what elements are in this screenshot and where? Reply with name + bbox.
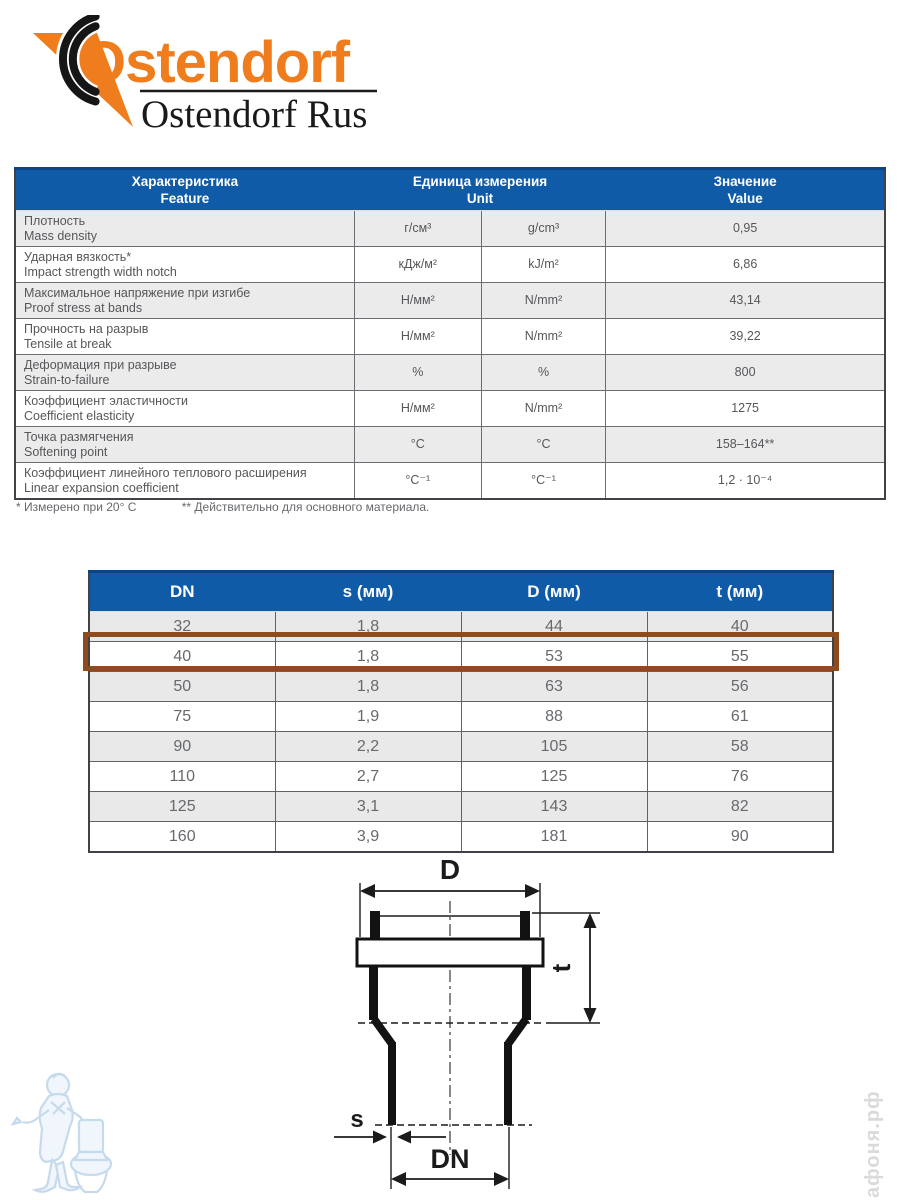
footnotes: * Измерено при 20° C ** Действительно дл… [16, 500, 471, 514]
feature-cell: Коэффициент линейного теплового расширен… [14, 462, 355, 500]
table-row: 110 2,7 125 76 [88, 761, 834, 792]
value-cell: 6,86 [605, 246, 886, 283]
dimensions-header-row: DN s (мм) D (мм) t (мм) [88, 570, 834, 612]
dimension-label-d: D [440, 854, 460, 885]
table-row: Прочность на разрыв Tensile at break Н/мм… [14, 318, 886, 355]
table-row-highlighted: 40 1,8 53 55 [88, 641, 834, 672]
unit-en-cell: g/cm³ [480, 210, 607, 247]
table-row: Плотность Mass density г/см³ g/cm³ 0,95 [14, 210, 886, 247]
unit-ru-cell: °C⁻¹ [353, 462, 482, 500]
unit-en-cell: % [480, 354, 607, 391]
dimension-label-dn: DN [431, 1144, 470, 1174]
col-header-value: Значение Value [605, 167, 886, 211]
table-row: Точка размягчения Softening point °C °C 1… [14, 426, 886, 463]
feature-cell: Точка размягчения Softening point [14, 426, 355, 463]
footnote-1: * Измерено при 20° C [16, 500, 137, 514]
table-row: 160 3,9 181 90 [88, 821, 834, 853]
unit-en-cell: N/mm² [480, 390, 607, 427]
table-row: 32 1,8 44 40 [88, 611, 834, 642]
feature-cell: Прочность на разрыв Tensile at break [14, 318, 355, 355]
feature-cell: Плотность Mass density [14, 210, 355, 247]
col-header-s: s (мм) [274, 570, 462, 612]
feature-cell: Ударная вязкость* Impact strength width n… [14, 246, 355, 283]
unit-ru-cell: Н/мм² [353, 390, 482, 427]
ostendorf-logo: Ostendorf Ostendorf Rus [33, 15, 377, 136]
table-row: 50 1,8 63 56 [88, 671, 834, 702]
col-header-d: D (мм) [460, 570, 648, 612]
value-cell: 1275 [605, 390, 886, 427]
feature-cell: Деформация при разрыве Strain-to-failure [14, 354, 355, 391]
properties-table: Характеристика Feature Единица измерения… [14, 167, 886, 500]
site-watermark: афоня.рф [862, 1090, 884, 1198]
table-row: Деформация при разрыве Strain-to-failure … [14, 354, 886, 391]
footnote-2: ** Действительно для основного материала… [181, 500, 430, 514]
unit-ru-cell: Н/мм² [353, 318, 482, 355]
brand-subtitle: Ostendorf Rus [141, 93, 367, 136]
dimensions-table: DN s (мм) D (мм) t (мм) 32 1,8 44 40 40 1,8 5… [88, 570, 834, 853]
col-header-t: t (мм) [646, 570, 834, 612]
unit-ru-cell: % [353, 354, 482, 391]
col-header-feature: Характеристика Feature [14, 167, 355, 211]
value-cell: 800 [605, 354, 886, 391]
dimension-label-t: t [546, 963, 576, 972]
unit-ru-cell: °C [353, 426, 482, 463]
properties-header-row: Характеристика Feature Единица измерения… [14, 167, 886, 211]
table-row: Ударная вязкость* Impact strength width n… [14, 246, 886, 283]
dimension-label-s: s [350, 1106, 363, 1133]
table-row: Коэффициент эластичности Coefficient elas… [14, 390, 886, 427]
pipe-diagram: D t s [334, 854, 600, 1189]
logo-arcs-icon [59, 15, 100, 106]
unit-en-cell: °C [480, 426, 607, 463]
col-header-unit: Единица измерения Unit [353, 167, 607, 211]
table-row: 90 2,2 105 58 [88, 731, 834, 762]
brand-title: Ostendorf [81, 30, 351, 95]
logo-arcs-icon [68, 22, 100, 96]
feature-cell: Максимальное напряжение при изгибе Proof … [14, 282, 355, 319]
col-header-dn: DN [88, 570, 276, 612]
unit-ru-cell: Н/мм² [353, 282, 482, 319]
unit-ru-cell: кДж/м² [353, 246, 482, 283]
table-row: 75 1,9 88 61 [88, 701, 834, 732]
table-row: Максимальное напряжение при изгибе Proof … [14, 282, 886, 319]
unit-en-cell: N/mm² [480, 318, 607, 355]
unit-en-cell: N/mm² [480, 282, 607, 319]
plumber-watermark-icon [10, 1072, 113, 1194]
table-row: Коэффициент линейного теплового расширен… [14, 462, 886, 500]
table-row: 125 3,1 143 82 [88, 791, 834, 822]
unit-ru-cell: г/см³ [353, 210, 482, 247]
unit-en-cell: kJ/m² [480, 246, 607, 283]
value-cell: 158–164** [605, 426, 886, 463]
feature-cell: Коэффициент эластичности Coefficient elas… [14, 390, 355, 427]
value-cell: 0,95 [605, 210, 886, 247]
value-cell: 39,22 [605, 318, 886, 355]
value-cell: 1,2 · 10⁻⁴ [605, 462, 886, 500]
value-cell: 43,14 [605, 282, 886, 319]
unit-en-cell: °C⁻¹ [480, 462, 607, 500]
